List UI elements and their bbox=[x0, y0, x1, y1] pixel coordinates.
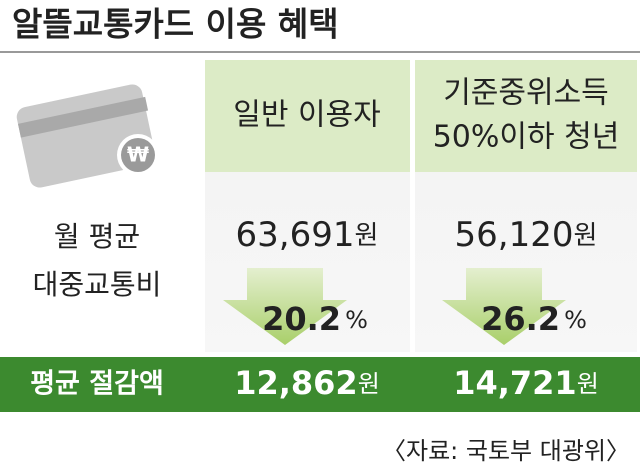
cost-value: 56,120 bbox=[455, 215, 574, 255]
title: 알뜰교통카드 이용 혜택 bbox=[12, 5, 339, 44]
column-header: 일반 이용자 bbox=[233, 98, 381, 133]
cost-unit: 원 bbox=[574, 221, 598, 251]
header-bg bbox=[415, 60, 637, 172]
monthly-cost: 63,691원 bbox=[236, 215, 379, 255]
reduction-arrow bbox=[223, 268, 347, 345]
row-label: 대중교통비 bbox=[33, 268, 162, 301]
savings-value: 12,862 bbox=[234, 364, 357, 402]
savings-label: 평균 절감액 bbox=[30, 369, 164, 400]
column-header: 기준중위소득 bbox=[443, 76, 609, 111]
savings: 12,862원 bbox=[234, 364, 380, 402]
svg-text:₩: ₩ bbox=[127, 143, 149, 167]
savings-value: 14,721 bbox=[453, 364, 576, 402]
reduction-unit: % bbox=[564, 306, 587, 334]
reduction-unit: % bbox=[345, 306, 368, 334]
reduction: 26.2% bbox=[481, 300, 587, 338]
reduction-arrow bbox=[442, 268, 566, 345]
source: 〈자료: 국토부 대광위〉 bbox=[382, 437, 630, 465]
cost-value: 63,691 bbox=[236, 215, 355, 255]
savings-unit: 원 bbox=[577, 370, 599, 398]
column-header: 50%이하 청년 bbox=[433, 120, 620, 155]
card-icon: ₩ bbox=[16, 84, 159, 188]
savings: 14,721원 bbox=[453, 364, 599, 402]
row-label: 월 평균 bbox=[54, 220, 140, 253]
reduction-value: 26.2 bbox=[481, 300, 560, 338]
monthly-cost: 56,120원 bbox=[455, 215, 598, 255]
reduction: 20.2% bbox=[262, 300, 368, 338]
reduction-value: 20.2 bbox=[262, 300, 341, 338]
savings-bar bbox=[0, 357, 640, 412]
cost-unit: 원 bbox=[355, 221, 379, 251]
header-bg bbox=[205, 60, 410, 172]
savings-unit: 원 bbox=[358, 370, 380, 398]
